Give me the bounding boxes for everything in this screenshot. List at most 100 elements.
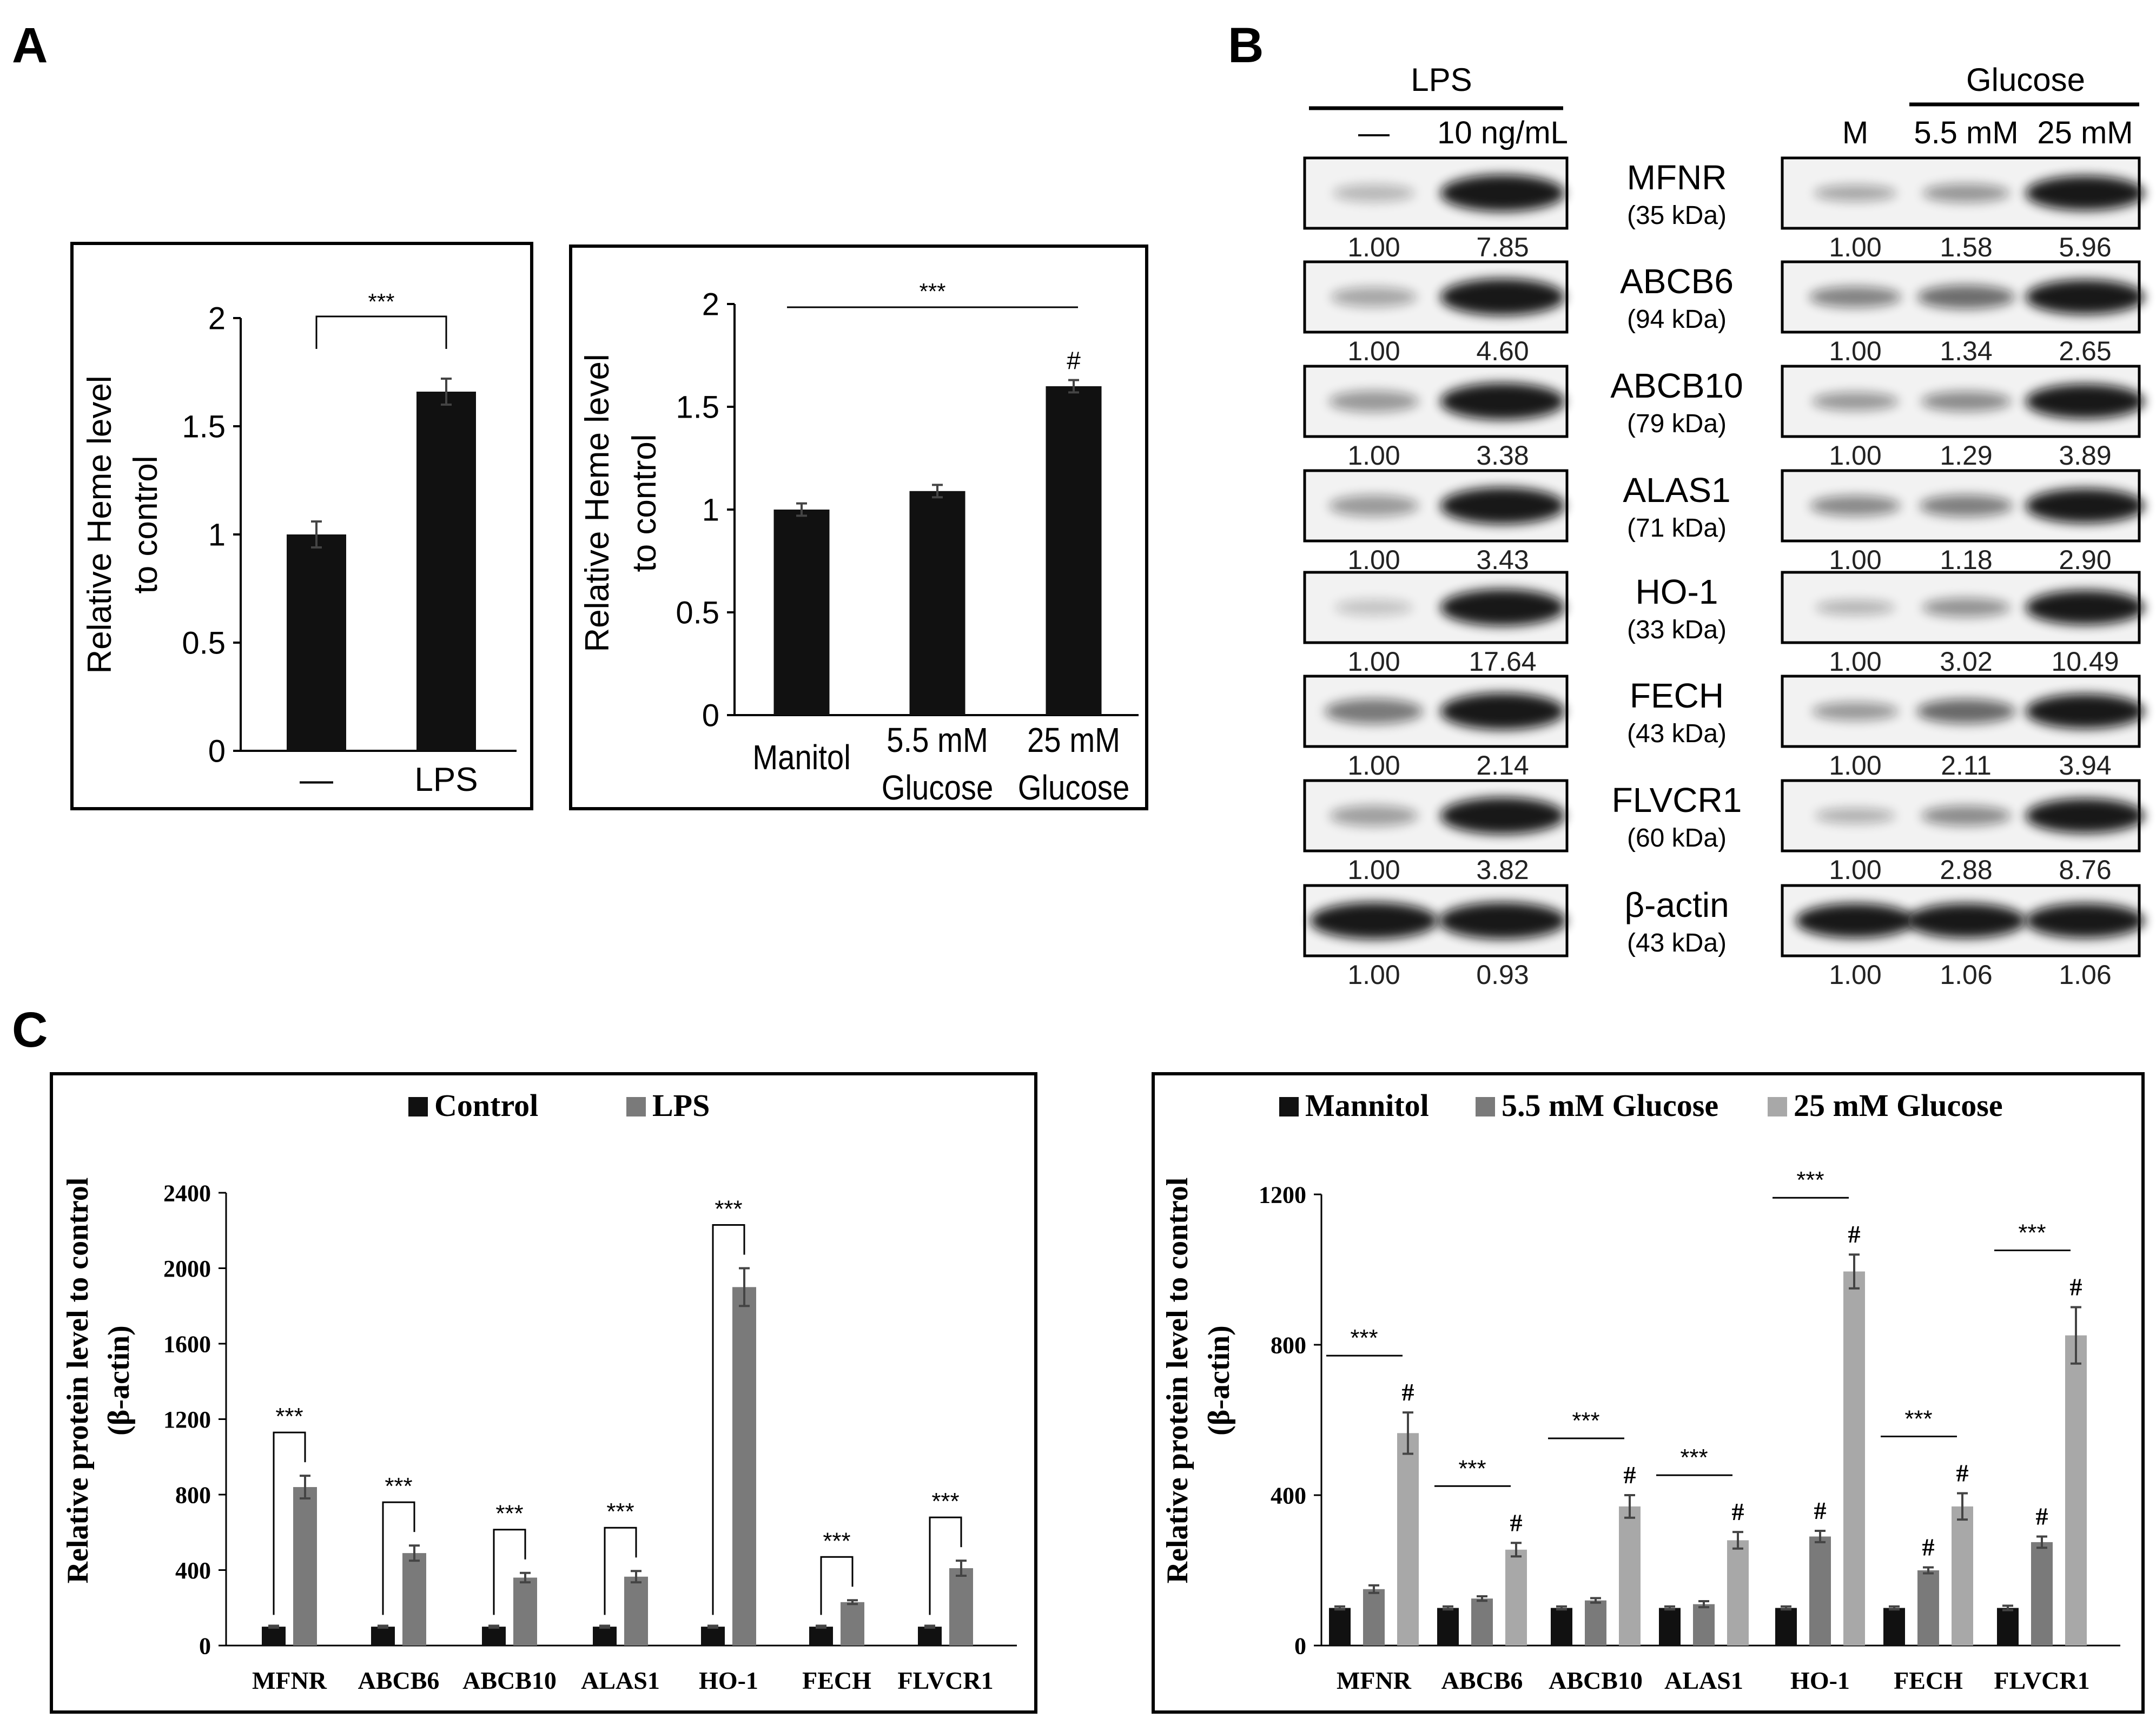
bar [2065, 1335, 2087, 1646]
blot-row: ALAS1 (71 kDa) 1.00 3.43 1.00 1.18 2.90 [1303, 469, 2145, 575]
blot-band [2026, 798, 2145, 833]
x-tick-label: 25 mM [1027, 721, 1120, 759]
bar [624, 1576, 648, 1646]
x-tick-label: — [300, 761, 333, 798]
significance-bracket [820, 1556, 854, 1615]
y-tick-label: 1.5 [676, 389, 719, 425]
hash-marker: # [1956, 1459, 1969, 1487]
blot-row: FECH (43 kDa) 1.00 2.14 1.00 2.11 3.94 [1303, 675, 2145, 781]
x-tick-label: 5.5 mM [887, 721, 988, 759]
blot-band [1922, 183, 2010, 203]
bar [1952, 1506, 1973, 1646]
significance-bracket [315, 315, 447, 349]
y-tick-label: 2 [702, 287, 719, 322]
blot-band [2026, 176, 2145, 210]
significance-stars: *** [1904, 1406, 1932, 1432]
bar [1551, 1608, 1572, 1646]
blot-band [1921, 391, 2012, 412]
bar [1619, 1506, 1641, 1646]
x-tick-label: Glucose [1018, 768, 1130, 807]
y-tick-label: 2 [208, 301, 226, 336]
significance-stars: *** [715, 1196, 742, 1223]
x-tick-label: LPS [414, 761, 478, 798]
blot-lps-lane-10ng: 10 ng/mL [1437, 115, 1568, 150]
bar [809, 1627, 833, 1646]
legend-label: 25 mM Glucose [1794, 1088, 2003, 1123]
blot-protein-kda: (43 kDa) [1627, 929, 1727, 957]
panel-label-b: B [1228, 18, 1264, 73]
blot-value: 2.90 [2059, 545, 2111, 575]
y-axis-label: Relative Heme level [579, 354, 616, 652]
bar [371, 1627, 395, 1646]
blot-protein-kda: (71 kDa) [1627, 514, 1727, 543]
blot-band [1796, 903, 1915, 938]
bar [1437, 1608, 1459, 1646]
bar [1329, 1608, 1351, 1646]
frame-a2 [569, 245, 1148, 810]
blot-value: 8.76 [2059, 855, 2111, 885]
blot-protein-kda: (33 kDa) [1627, 616, 1727, 644]
blot-protein-kda: (35 kDa) [1627, 201, 1727, 230]
blot-band [1330, 805, 1418, 827]
x-tick-label: ALAS1 [1664, 1667, 1743, 1694]
significance-stars: *** [931, 1488, 959, 1515]
y-tick-label: 800 [175, 1482, 211, 1508]
blot-value: 1.00 [1347, 960, 1400, 990]
significance-stars: *** [275, 1403, 303, 1430]
blot-value: 3.02 [1940, 646, 1992, 677]
chart-c2-protein-glucose: 0 400 800 1200 Relative protein level to con… [1161, 1088, 2120, 1694]
x-tick-label: HO-1 [1790, 1667, 1850, 1694]
blot-band [1440, 693, 1565, 730]
bar [1397, 1433, 1419, 1646]
bar [482, 1627, 506, 1646]
bar [1585, 1600, 1606, 1646]
significance-bracket [929, 1516, 962, 1615]
blot-band [2026, 694, 2145, 729]
significance-stars: *** [1796, 1167, 1824, 1193]
blot-value: 4.60 [1476, 336, 1529, 366]
blot-band [1810, 495, 1901, 516]
legend-label: LPS [652, 1088, 710, 1123]
y-tick-label: 1.5 [182, 409, 226, 444]
blot-value: 1.00 [1347, 440, 1400, 471]
significance-stars: *** [495, 1501, 523, 1527]
x-tick-label: Manitol [752, 738, 851, 777]
blot-band [1328, 391, 1419, 412]
blot-glucose-lane-m: M [1842, 115, 1868, 150]
x-tick-label: Glucose [882, 768, 994, 807]
blot-band [1815, 600, 1895, 615]
blot-value: 1.06 [1940, 960, 1992, 990]
bar [1727, 1540, 1749, 1646]
y-tick-label: 400 [175, 1557, 211, 1584]
blot-row: β-actin (43 kDa) 1.00 0.93 1.00 1.06 1.06 [1303, 884, 2145, 990]
blot-value: 1.18 [1940, 545, 1992, 575]
bar [2031, 1542, 2053, 1646]
bar [402, 1553, 426, 1646]
bar [732, 1287, 756, 1646]
blot-protein-kda: (79 kDa) [1627, 409, 1727, 438]
bar [1883, 1608, 1905, 1646]
legend-swatch [1476, 1097, 1495, 1116]
bar [1659, 1608, 1681, 1646]
bar [1917, 1570, 1939, 1646]
bar [841, 1602, 864, 1646]
chart-c1-protein-lps: 0 400 800 1200 1600 2000 2400 Relative protein … [61, 1088, 1017, 1694]
bar [1363, 1589, 1385, 1646]
significance-bracket [604, 1527, 637, 1615]
blot-band [1440, 175, 1565, 212]
blot-value: 1.00 [1829, 232, 1881, 262]
blot-band [2026, 488, 2145, 523]
blot-protein-name: FLVCR1 [1612, 781, 1742, 820]
blot-value: 1.34 [1940, 336, 1992, 366]
blot-band [2026, 280, 2145, 314]
y-tick-label: 0 [702, 698, 719, 733]
significance-stars: *** [1680, 1444, 1708, 1471]
y-tick-label: 1 [702, 492, 719, 527]
blot-band [1809, 286, 1902, 308]
blot-value: 1.00 [1829, 646, 1881, 677]
blot-value: 1.00 [1347, 646, 1400, 677]
y-axis-label: Relative protein level to control [61, 1178, 95, 1584]
blot-band [1324, 698, 1424, 724]
bar [909, 491, 965, 715]
blot-row: FLVCR1 (60 kDa) 1.00 3.82 1.00 2.88 8.76 [1303, 779, 2145, 885]
